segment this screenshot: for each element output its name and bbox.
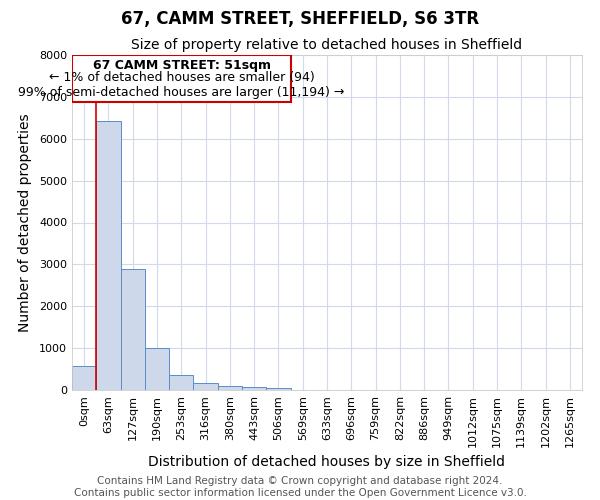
Bar (72, 366, 96, 390)
Text: Contains HM Land Registry data © Crown copyright and database right 2024.
Contai: Contains HM Land Registry data © Crown c… (74, 476, 526, 498)
Y-axis label: Number of detached properties: Number of detached properties (18, 113, 32, 332)
Bar (169, 374, 193, 390)
Bar (145, 348, 169, 390)
X-axis label: Distribution of detached houses by size in Sheffield: Distribution of detached houses by size … (149, 455, 505, 469)
Bar (242, 388, 266, 390)
Text: ← 1% of detached houses are smaller (94): ← 1% of detached houses are smaller (94) (49, 71, 314, 84)
FancyBboxPatch shape (73, 55, 290, 102)
Title: Size of property relative to detached houses in Sheffield: Size of property relative to detached ho… (131, 38, 523, 52)
Text: 99% of semi-detached houses are larger (11,194) →: 99% of semi-detached houses are larger (… (19, 86, 345, 99)
Bar (193, 383, 218, 390)
Text: 67, CAMM STREET, SHEFFIELD, S6 3TR: 67, CAMM STREET, SHEFFIELD, S6 3TR (121, 10, 479, 28)
Bar (96, 120, 121, 390)
Bar (218, 386, 242, 390)
Bar (266, 388, 290, 390)
Bar (121, 268, 145, 390)
Text: 67 CAMM STREET: 51sqm: 67 CAMM STREET: 51sqm (92, 59, 271, 72)
